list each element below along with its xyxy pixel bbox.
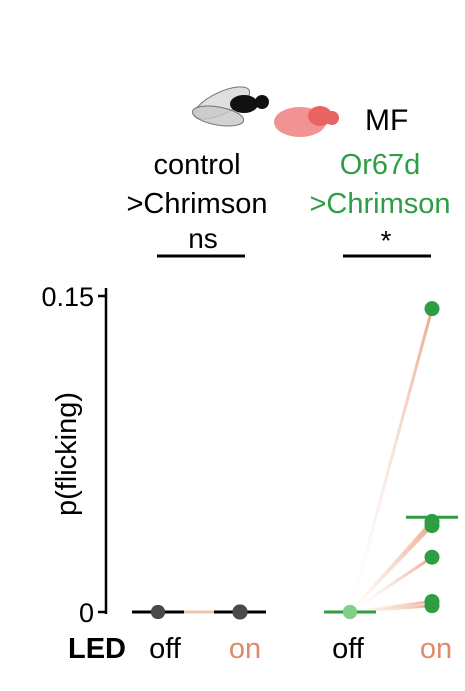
data-point-off (343, 605, 357, 619)
legend-label: MF (365, 104, 408, 137)
group-2-effector: >Chrimson (309, 188, 450, 220)
data-point-on (424, 598, 440, 614)
pair-line (348, 308, 434, 613)
group-1-significance: ns (188, 223, 218, 254)
condition-label-control-off: off (149, 633, 182, 665)
group-1-genotype: control (153, 149, 240, 181)
group-1-effector: >Chrimson (126, 188, 267, 220)
pair-line (349, 555, 433, 614)
condition-label-or67d-off: off (332, 633, 365, 665)
data-point-on (424, 518, 440, 534)
black-fly-icon (191, 86, 269, 127)
data-point-on (424, 301, 440, 317)
red-fly-icon (274, 106, 339, 137)
y-tick-label-top: 0.15 (41, 282, 94, 312)
group-2-genotype: Or67d (340, 149, 421, 181)
data-marks (132, 301, 458, 620)
condition-label-control-on: on (229, 633, 261, 665)
y-axis-label: p(flicking) (51, 392, 83, 516)
data-point-on (232, 604, 248, 620)
led-label: LED (68, 633, 126, 665)
y-tick-label-bottom: 0 (79, 598, 94, 628)
data-point-on (424, 549, 440, 565)
pair-line (348, 524, 434, 614)
data-point-off (151, 605, 165, 619)
group-2-significance: * (381, 225, 392, 256)
condition-label-or67d-on: on (420, 633, 452, 665)
